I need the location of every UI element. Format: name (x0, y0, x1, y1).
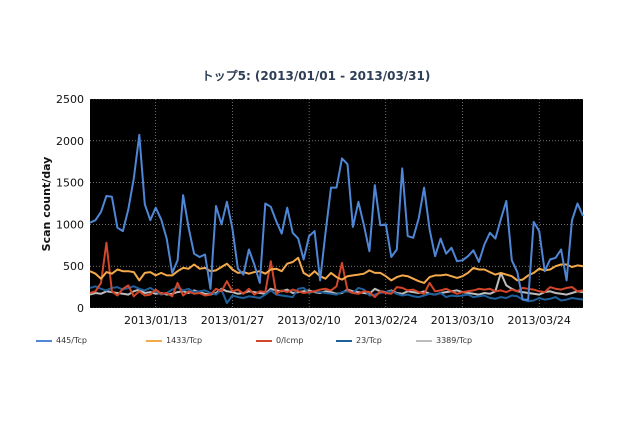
x-tick-label: 2013/02/10 (277, 314, 340, 327)
series-line-445-tcp (89, 133, 584, 301)
legend-swatch (336, 339, 352, 342)
legend-swatch (416, 339, 432, 342)
legend-item: 3389/Tcp (416, 336, 506, 345)
series-line-1433-tcp (89, 256, 584, 284)
legend-swatch (146, 339, 162, 342)
y-tick-label: 2000 (56, 135, 84, 148)
legend-label: 0/Icmp (276, 336, 304, 345)
y-tick-label: 500 (63, 260, 84, 273)
series-lines (89, 133, 584, 304)
legend: 445/Tcp 1433/Tcp 0/Icmp 23/Tcp 3389/Tcp (36, 336, 506, 345)
series-line-23-tcp (89, 285, 584, 304)
x-tick-label: 2013/03/24 (507, 314, 570, 327)
x-tick-label: 2013/01/13 (124, 314, 187, 327)
legend-swatch (256, 339, 272, 342)
legend-swatch (36, 339, 52, 342)
legend-label: 23/Tcp (356, 336, 382, 345)
legend-item: 0/Icmp (256, 336, 336, 345)
x-tick-label: 2013/03/10 (431, 314, 494, 327)
y-tick-label: 1000 (56, 218, 84, 231)
y-tick-label: 1500 (56, 177, 84, 190)
y-axis-label: Scan count/day (40, 157, 53, 252)
legend-item: 23/Tcp (336, 336, 416, 345)
x-tick-label: 2013/01/27 (201, 314, 264, 327)
y-axis-ticks: 0 500 1000 1500 2000 2500 (56, 93, 84, 315)
x-axis-ticks: 2013/01/13 2013/01/27 2013/02/10 2013/02/24… (124, 314, 571, 327)
legend-item: 1433/Tcp (146, 336, 256, 345)
series-line-0-icmp (89, 241, 584, 299)
legend-item: 445/Tcp (36, 336, 146, 345)
legend-label: 445/Tcp (56, 336, 87, 345)
x-tick-label: 2013/02/24 (354, 314, 417, 327)
y-tick-label: 2500 (56, 93, 84, 106)
legend-label: 1433/Tcp (166, 336, 203, 345)
chart-title: トップ5: (2013/01/01 - 2013/03/31) (202, 68, 431, 83)
legend-label: 3389/Tcp (436, 336, 473, 345)
y-tick-label: 0 (77, 302, 84, 315)
